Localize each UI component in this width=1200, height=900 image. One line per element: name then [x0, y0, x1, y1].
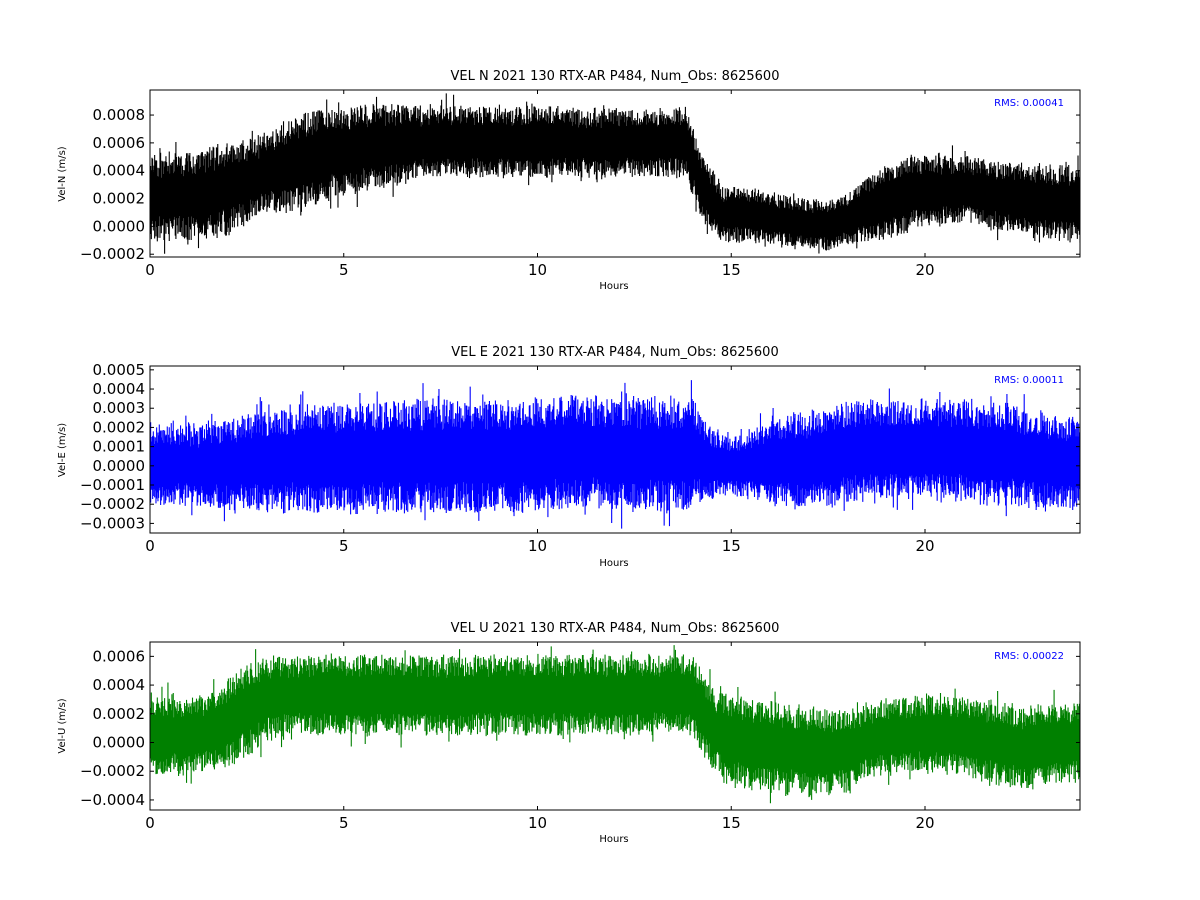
vel-e-xtick-label: 5: [339, 537, 349, 555]
vel-n-panel: VEL N 2021 130 RTX-AR P484, Num_Obs: 862…: [57, 69, 1081, 292]
vel-e-ytick-label: 0.0004: [93, 380, 146, 398]
vel-n-ytick-label: −0.0002: [80, 245, 145, 263]
vel-u-series-line: [150, 645, 1080, 804]
vel-e-ytick-label: 0.0002: [93, 418, 146, 436]
vel-e-ytick-label: −0.0002: [80, 495, 145, 513]
vel-u-ytick-label: 0.0006: [93, 647, 146, 665]
vel-e-title: VEL E 2021 130 RTX-AR P484, Num_Obs: 862…: [451, 345, 778, 360]
vel-u-ytick-label: −0.0002: [80, 762, 145, 780]
vel-u-ytick-label: 0.0002: [93, 705, 146, 723]
vel-u-ytick-label: −0.0004: [80, 791, 145, 809]
vel-u-title: VEL U 2021 130 RTX-AR P484, Num_Obs: 862…: [451, 621, 780, 636]
vel-n-ytick-label: 0.0000: [93, 217, 146, 235]
vel-n-ylabel: Vel-N (m/s): [57, 146, 68, 201]
vel-n-xtick-label: 10: [528, 261, 547, 279]
vel-e-ytick-label: 0.0001: [93, 438, 146, 456]
vel-u-xtick-label: 5: [339, 814, 349, 832]
vel-n-plot-area: 0 5 10 15 20 −0.0002 0.0000 0.0002 0.0004 0.0006 0…: [80, 89, 1081, 279]
vel-u-xtick-label: 0: [145, 814, 155, 832]
vel-e-ytick-label: −0.0001: [80, 476, 145, 494]
vel-e-xtick-label: 15: [722, 537, 741, 555]
vel-u-xtick-label: 20: [915, 814, 934, 832]
vel-u-ytick-label: 0.0004: [93, 676, 146, 694]
vel-u-xtick-label: 10: [528, 814, 547, 832]
vel-e-series-line: [150, 380, 1080, 529]
vel-u-ytick-label: 0.0000: [93, 734, 146, 752]
vel-e-rms-annotation: RMS: 0.00011: [994, 375, 1064, 386]
vel-n-title: VEL N 2021 130 RTX-AR P484, Num_Obs: 862…: [451, 69, 780, 84]
vel-u-panel: VEL U 2021 130 RTX-AR P484, Num_Obs: 862…: [57, 621, 1081, 845]
vel-e-xlabel: Hours: [599, 558, 628, 569]
vel-n-ytick-label: 0.0002: [93, 190, 146, 208]
vel-u-axes-frame: [149, 641, 1081, 811]
vel-n-rms-annotation: RMS: 0.00041: [994, 98, 1064, 109]
vel-e-ytick-label: 0.0005: [93, 361, 146, 379]
vel-n-xlabel: Hours: [599, 281, 628, 292]
vel-e-axes-frame: [149, 365, 1081, 534]
vel-e-xtick-label: 0: [145, 537, 155, 555]
vel-e-ylabel: Vel-E (m/s): [57, 423, 68, 477]
vel-n-axes-frame: [149, 89, 1081, 258]
vel-u-xlabel: Hours: [599, 834, 628, 845]
vel-e-ytick-label: −0.0003: [80, 514, 145, 532]
vel-n-ytick-label: 0.0008: [93, 106, 146, 124]
vel-n-xtick-label: 5: [339, 261, 349, 279]
vel-n-xtick-label: 15: [722, 261, 741, 279]
vel-n-series-line: [150, 93, 1080, 254]
vel-e-panel: VEL E 2021 130 RTX-AR P484, Num_Obs: 862…: [57, 345, 1081, 569]
vel-n-ytick-label: 0.0006: [93, 134, 146, 152]
vel-n-xtick-label: 20: [915, 261, 934, 279]
vel-u-ylabel: Vel-U (m/s): [57, 698, 68, 753]
vel-e-ytick-label: 0.0000: [93, 457, 146, 475]
vel-u-xtick-label: 15: [722, 814, 741, 832]
vel-e-xtick-label: 20: [915, 537, 934, 555]
vel-e-ytick-label: 0.0003: [93, 399, 146, 417]
vel-u-plot-area: 0 5 10 15 20 −0.0004 −0.0002 0.0000 0.0002 0.0004…: [80, 641, 1081, 832]
vel-n-ytick-label: 0.0004: [93, 162, 146, 180]
vel-e-plot-area: 0 5 10 15 20−0.0003−0.0002−0.00010.00000.000…: [80, 361, 1081, 555]
vel-n-xtick-label: 0: [145, 261, 155, 279]
vel-e-xtick-label: 10: [528, 537, 547, 555]
vel-u-rms-annotation: RMS: 0.00022: [994, 651, 1064, 662]
